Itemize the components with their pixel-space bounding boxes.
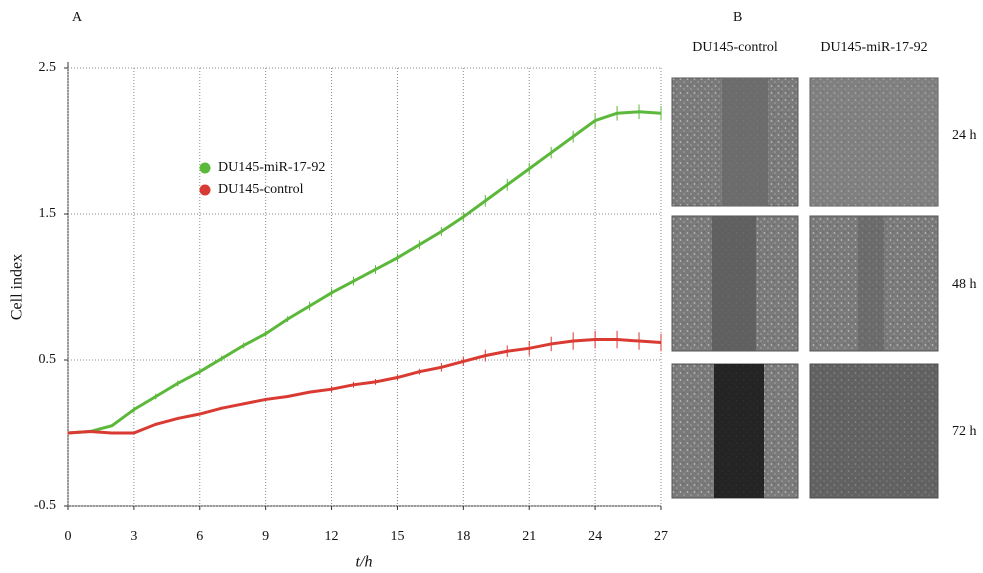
legend-marker <box>199 162 211 174</box>
image-cell <box>671 77 799 207</box>
image-cell <box>671 215 799 352</box>
x-tick-label: 12 <box>325 529 339 544</box>
y-tick-label: -0.5 <box>34 498 56 513</box>
x-tick-label: 18 <box>456 529 470 544</box>
y-tick-label: 0.5 <box>39 352 57 367</box>
x-tick-label: 3 <box>130 529 137 544</box>
x-tick-label: 24 <box>588 529 602 544</box>
x-tick-label: 21 <box>522 529 536 544</box>
panel-label: B <box>733 10 742 25</box>
x-tick-label: 0 <box>65 529 72 544</box>
legend-marker <box>199 184 211 196</box>
series-line <box>67 110 662 435</box>
y-tick-label: 2.5 <box>39 60 57 75</box>
legend-label: DU145-miR-17-92 <box>218 160 325 175</box>
image-cell <box>671 363 799 499</box>
x-axis-label: t/h <box>356 554 373 571</box>
row-label: 24 h <box>952 128 977 143</box>
image-cell <box>809 215 939 352</box>
column-label: DU145-control <box>692 40 778 55</box>
row-label: 48 h <box>952 277 977 292</box>
x-tick-label: 27 <box>654 529 668 544</box>
y-tick-label: 1.5 <box>39 206 57 221</box>
legend-label: DU145-control <box>218 182 304 197</box>
x-tick-label: 9 <box>262 529 269 544</box>
panel-b: DU145-control DU145-miR-17-92 24 h 48 h 72 h <box>671 40 977 499</box>
image-cell <box>809 363 939 499</box>
x-tick-label: 6 <box>196 529 203 544</box>
series-line <box>67 338 662 435</box>
x-tick-label: 15 <box>390 529 404 544</box>
column-label: DU145-miR-17-92 <box>820 40 927 55</box>
panel-label: A <box>72 10 83 25</box>
row-label: 72 h <box>952 424 977 439</box>
y-axis-label: Cell index <box>9 254 26 320</box>
image-cell <box>809 77 939 207</box>
